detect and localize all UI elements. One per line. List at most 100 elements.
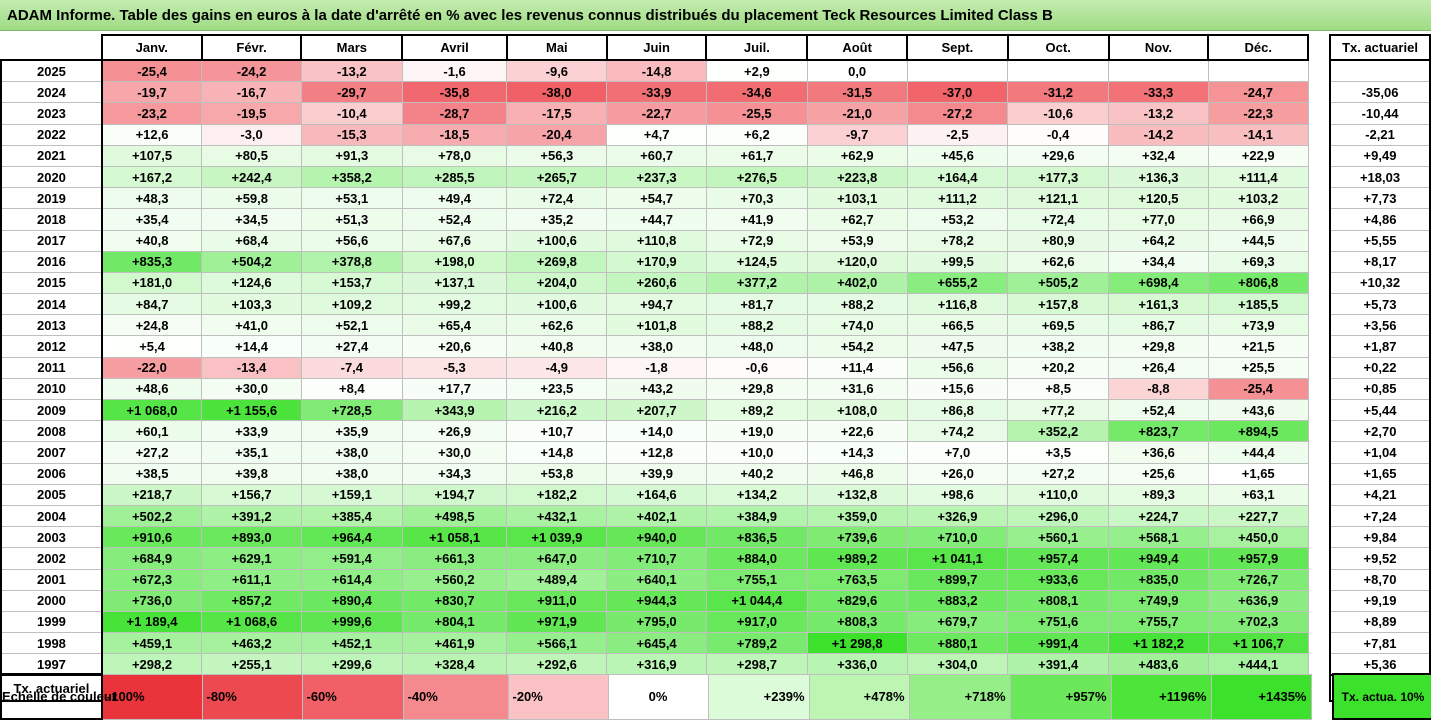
gain-cell: +136,3 xyxy=(1108,165,1209,189)
gain-cell: +43,2 xyxy=(606,377,707,401)
gain-cell: -17,5 xyxy=(506,102,608,125)
column-gap xyxy=(1308,81,1331,103)
year-cell: 2014 xyxy=(0,293,103,316)
gain-cell: -0,6 xyxy=(705,356,808,379)
gain-cell: +27,4 xyxy=(300,335,403,358)
gain-cell: -3,0 xyxy=(201,123,302,146)
gain-cell: -5,3 xyxy=(401,356,508,379)
gain-cell: +80,5 xyxy=(201,144,302,167)
gain-cell: +3,5 xyxy=(1007,441,1110,464)
gain-cell: +53,8 xyxy=(506,462,608,485)
gain-cell: +804,1 xyxy=(401,610,508,634)
gain-cell: +177,3 xyxy=(1007,165,1110,189)
gain-cell: +38,0 xyxy=(300,462,403,485)
gain-cell: +957,9 xyxy=(1207,547,1309,570)
gain-cell: +60,1 xyxy=(101,420,203,443)
gain-cell: +86,7 xyxy=(1108,314,1209,337)
table-row: 2000 +736,0 +857,2 +890,4 +830,7 +911,0 +944,3… xyxy=(0,589,1431,612)
gain-cell: +100,6 xyxy=(506,229,608,252)
gain-cell: +74,0 xyxy=(806,314,908,337)
gain-cell: +116,8 xyxy=(906,293,1009,316)
gain-cell: -18,5 xyxy=(401,123,508,146)
table-row: 2017 +40,8 +68,4 +56,6 +67,6 +100,6 +110,8 +72,… xyxy=(0,229,1431,252)
gain-cell: +808,3 xyxy=(806,610,908,634)
gain-cell: +111,2 xyxy=(906,187,1009,210)
gain-cell: +560,2 xyxy=(401,568,508,591)
column-gap xyxy=(1308,335,1331,358)
column-gap xyxy=(1308,399,1331,421)
legend-swatch: -20% xyxy=(507,673,609,720)
gain-cell: +48,6 xyxy=(101,377,203,401)
gain-cell: +14,3 xyxy=(806,441,908,464)
column-gap xyxy=(1308,441,1331,464)
gain-cell: +44,7 xyxy=(606,208,707,231)
column-gap xyxy=(1308,505,1331,527)
gain-cell: +385,4 xyxy=(300,504,403,528)
gain-cell: -25,4 xyxy=(101,59,203,83)
gain-cell: +944,3 xyxy=(606,589,707,612)
year-cell: 2001 xyxy=(0,568,103,591)
gain-cell: +49,4 xyxy=(401,187,508,210)
legend-label: Echelle de couleur xyxy=(0,673,117,720)
gain-cell: +1 039,9 xyxy=(506,526,608,549)
gain-cell: +110,0 xyxy=(1007,483,1110,506)
gain-cell: +710,0 xyxy=(906,526,1009,549)
gain-cell: +940,0 xyxy=(606,526,707,549)
gain-cell: +755,1 xyxy=(705,568,808,591)
year-cell: 2012 xyxy=(0,335,103,358)
gain-cell: +67,6 xyxy=(401,229,508,252)
table-row: 2019 +48,3 +59,8 +53,1 +49,4 +72,4 +54,7 +70,3 +… xyxy=(0,187,1431,210)
gain-cell: +755,7 xyxy=(1108,610,1209,634)
gain-cell: +84,7 xyxy=(101,293,203,316)
rate-cell: +4,86 xyxy=(1329,208,1431,231)
column-gap xyxy=(1308,420,1331,442)
gain-cell: +749,9 xyxy=(1108,589,1209,612)
gain-cell: +910,6 xyxy=(101,526,203,549)
gain-cell: +54,7 xyxy=(606,187,707,210)
gain-cell: +107,5 xyxy=(101,144,203,167)
gain-cell: +450,0 xyxy=(1207,526,1309,549)
gain-cell: +153,7 xyxy=(300,271,403,295)
gain-cell: +38,2 xyxy=(1007,335,1110,358)
gain-cell: +35,2 xyxy=(506,208,608,231)
gain-cell: +25,6 xyxy=(1108,462,1209,485)
gain-cell: +702,3 xyxy=(1207,610,1309,634)
gain-cell: +728,5 xyxy=(300,398,403,422)
gain-cell: +636,9 xyxy=(1207,589,1309,612)
table-row: 2003 +910,6 +893,0 +964,4 +1 058,1 +1 039,9 +9… xyxy=(0,526,1431,549)
gain-cell: +684,9 xyxy=(101,547,203,570)
gain-cell: -24,7 xyxy=(1207,81,1309,104)
gain-cell: +204,0 xyxy=(506,271,608,295)
gain-cell: -1,8 xyxy=(606,356,707,379)
gain-cell: +710,7 xyxy=(606,547,707,570)
legend-swatch: +1196% xyxy=(1110,673,1212,720)
gain-cell: +54,2 xyxy=(806,335,908,358)
gain-cell: +378,8 xyxy=(300,250,403,273)
gain-cell: -7,4 xyxy=(300,356,403,379)
year-cell: 2000 xyxy=(0,589,103,612)
gain-cell: +655,2 xyxy=(906,271,1009,295)
month-header: Déc. xyxy=(1207,34,1310,61)
rate-cell: +7,24 xyxy=(1329,504,1431,528)
gain-cell: -22,3 xyxy=(1207,102,1309,125)
column-gap xyxy=(1308,314,1331,336)
gain-cell: +120,0 xyxy=(806,250,908,273)
gain-cell: -24,2 xyxy=(201,59,302,83)
gain-cell: +568,1 xyxy=(1108,526,1209,549)
gain-cell: +358,2 xyxy=(300,165,403,189)
gain-cell: +99,2 xyxy=(401,293,508,316)
year-cell: 2018 xyxy=(0,208,103,231)
table-row: 2014 +84,7 +103,3 +109,2 +99,2 +100,6 +94,7 +81… xyxy=(0,293,1431,316)
gain-cell: +41,9 xyxy=(705,208,808,231)
gain-cell: +111,4 xyxy=(1207,165,1309,189)
rate-cell: +9,84 xyxy=(1329,526,1431,549)
gain-cell: +60,7 xyxy=(606,144,707,167)
gain-cell: +999,6 xyxy=(300,610,403,634)
gain-cell: +452,1 xyxy=(300,632,403,655)
gain-cell xyxy=(1108,59,1209,83)
gain-cell: +223,8 xyxy=(806,165,908,189)
rate-cell: +18,03 xyxy=(1329,165,1431,189)
gain-cell: +1,65 xyxy=(1207,462,1309,485)
gain-cell: +1 041,1 xyxy=(906,547,1009,570)
gain-cell: +629,1 xyxy=(201,547,302,570)
